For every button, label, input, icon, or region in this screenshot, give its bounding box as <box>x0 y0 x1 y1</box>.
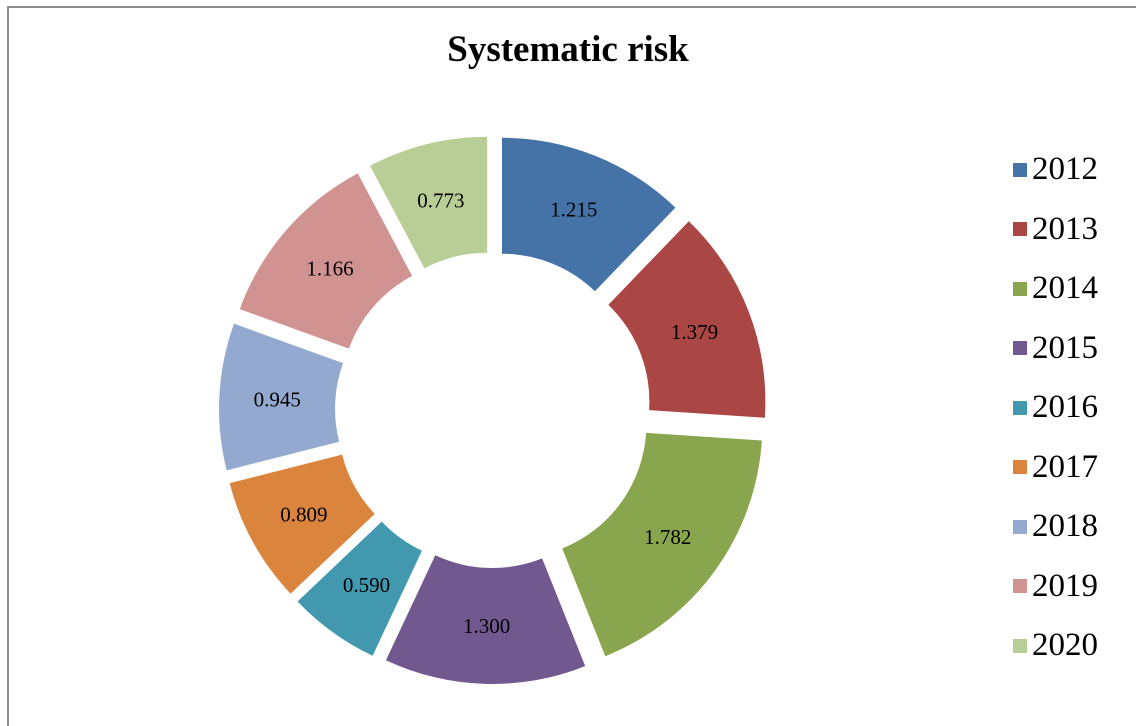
legend-label-2016: 2016 <box>1032 389 1098 426</box>
data-label-2014: 1.782 <box>644 525 691 549</box>
doughnut-slice-2014 <box>562 432 762 657</box>
doughnut-slice-2016 <box>297 521 422 656</box>
legend-swatch-2018 <box>1013 519 1027 534</box>
chart-legend: 2012 2013 2014 2015 2016 2017 2018 2019 2020 <box>1013 140 1133 676</box>
doughnut-slice-2017 <box>229 454 375 594</box>
data-label-2016: 0.590 <box>343 573 390 597</box>
legend-swatch-2012 <box>1013 162 1027 177</box>
legend-item-2014: 2014 <box>1013 259 1133 319</box>
legend-label-2019: 2019 <box>1032 567 1098 604</box>
data-label-2017: 0.809 <box>280 502 327 526</box>
legend-label-2013: 2013 <box>1032 210 1098 247</box>
data-label-2015: 1.300 <box>463 614 510 638</box>
legend-label-2012: 2012 <box>1032 151 1098 188</box>
legend-item-2015: 2015 <box>1013 319 1133 379</box>
doughnut-slice-2019 <box>239 173 413 349</box>
doughnut-slice-2018 <box>219 323 344 471</box>
doughnut-slice-2015 <box>385 555 586 684</box>
doughnut-slice-2012 <box>501 137 676 292</box>
data-label-2013: 1.379 <box>671 320 718 344</box>
legend-item-2012: 2012 <box>1013 140 1133 200</box>
legend-swatch-2017 <box>1013 460 1027 475</box>
data-label-2019: 1.166 <box>306 256 353 280</box>
legend-swatch-2015 <box>1013 341 1027 356</box>
legend-item-2016: 2016 <box>1013 378 1133 438</box>
legend-swatch-2020 <box>1013 638 1027 653</box>
legend-label-2017: 2017 <box>1032 448 1098 485</box>
chart-frame <box>7 6 1136 726</box>
legend-label-2014: 2014 <box>1032 270 1098 307</box>
data-label-2018: 0.945 <box>254 387 301 411</box>
legend-item-2018: 2018 <box>1013 497 1133 557</box>
legend-item-2013: 2013 <box>1013 200 1133 260</box>
doughnut-slice-2020 <box>370 136 488 269</box>
legend-swatch-2016 <box>1013 400 1027 415</box>
chart-title: Systematic risk <box>447 29 689 70</box>
legend-item-2020: 2020 <box>1013 616 1133 676</box>
data-label-2020: 0.773 <box>417 188 464 212</box>
data-label-2012: 1.215 <box>550 198 597 222</box>
legend-swatch-2019 <box>1013 579 1027 594</box>
legend-item-2019: 2019 <box>1013 557 1133 617</box>
legend-label-2015: 2015 <box>1032 329 1098 366</box>
legend-swatch-2014 <box>1013 281 1027 296</box>
doughnut-slice-2013 <box>608 221 766 418</box>
legend-swatch-2013 <box>1013 222 1027 237</box>
legend-label-2020: 2020 <box>1032 627 1098 664</box>
legend-item-2017: 2017 <box>1013 438 1133 498</box>
legend-label-2018: 2018 <box>1032 508 1098 545</box>
